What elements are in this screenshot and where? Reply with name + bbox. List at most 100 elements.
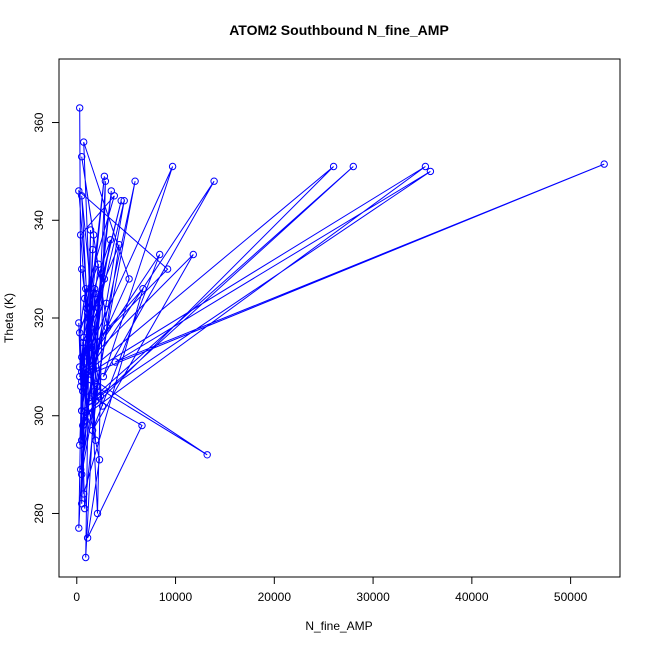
data-point xyxy=(110,192,119,200)
data-point xyxy=(76,329,84,337)
data-point xyxy=(203,451,211,459)
data-point xyxy=(139,285,147,293)
data-point xyxy=(88,245,97,254)
data-point xyxy=(79,387,87,395)
data-point xyxy=(84,314,93,322)
data-point xyxy=(95,456,104,464)
data-point xyxy=(82,407,90,415)
data-point xyxy=(83,309,92,317)
series-line xyxy=(78,107,605,558)
data-point xyxy=(78,368,86,376)
data-point xyxy=(100,172,109,181)
data-point xyxy=(80,490,88,498)
data-point xyxy=(100,275,109,283)
data-point xyxy=(77,465,85,474)
data-point xyxy=(156,250,164,259)
data-point xyxy=(82,553,90,562)
data-point xyxy=(138,421,146,430)
data-point xyxy=(80,138,88,146)
data-point xyxy=(83,304,91,312)
data-point xyxy=(98,402,107,410)
data-point xyxy=(77,382,85,391)
data-point xyxy=(111,358,120,366)
series-layer xyxy=(75,104,608,562)
data-point xyxy=(93,382,102,391)
data-point xyxy=(168,162,177,171)
data-point xyxy=(96,392,105,400)
data-point xyxy=(131,177,139,185)
data-point xyxy=(75,187,83,195)
y-tick-label: 280 xyxy=(32,503,46,523)
x-tick-label: 50000 xyxy=(554,590,588,604)
x-tick-label: 10000 xyxy=(159,590,193,604)
data-point xyxy=(78,407,86,415)
data-point xyxy=(600,160,608,168)
x-tick-label: 40000 xyxy=(455,590,489,604)
data-point xyxy=(81,504,89,513)
data-point xyxy=(76,104,84,112)
data-point xyxy=(91,289,100,298)
y-tick-label: 340 xyxy=(32,210,46,230)
data-point xyxy=(210,177,218,185)
data-point xyxy=(88,426,97,435)
y-axis-label: Theta (K) xyxy=(2,293,16,343)
y-tick-label: 320 xyxy=(32,308,46,328)
data-point xyxy=(89,289,98,298)
data-point xyxy=(94,304,103,312)
data-point xyxy=(189,250,198,259)
x-tick-label: 20000 xyxy=(258,590,292,604)
data-point xyxy=(77,231,85,239)
data-point xyxy=(78,265,86,273)
x-tick-label: 30000 xyxy=(356,590,390,604)
data-point xyxy=(82,285,90,293)
data-point xyxy=(117,197,125,205)
data-point xyxy=(94,260,103,268)
data-point xyxy=(76,372,84,381)
data-point xyxy=(93,509,102,518)
y-tick-label: 360 xyxy=(32,112,46,132)
data-point xyxy=(102,299,111,307)
data-point xyxy=(426,167,435,176)
data-point xyxy=(125,275,133,283)
data-point xyxy=(78,153,86,161)
data-point xyxy=(80,372,88,381)
data-point xyxy=(115,241,123,249)
data-point xyxy=(99,372,108,381)
data-point xyxy=(80,333,88,342)
data-point xyxy=(89,231,98,239)
x-tick-label: 0 xyxy=(73,590,80,604)
data-point xyxy=(78,353,86,361)
data-point xyxy=(106,236,115,244)
data-point xyxy=(76,441,84,449)
x-axis-label: N_fine_AMP xyxy=(305,619,372,633)
data-point xyxy=(78,470,86,479)
data-point xyxy=(78,436,86,444)
y-tick-label: 300 xyxy=(32,405,46,425)
data-point xyxy=(88,363,97,371)
data-point xyxy=(103,324,112,332)
data-point xyxy=(82,416,90,425)
data-point xyxy=(421,162,430,171)
data-point xyxy=(101,177,110,185)
data-point xyxy=(83,534,92,542)
data-point xyxy=(81,294,89,303)
chart-title: ATOM2 Southbound N_fine_AMP xyxy=(229,22,449,38)
data-point xyxy=(79,338,87,347)
data-point xyxy=(86,343,95,351)
data-point xyxy=(78,377,86,386)
data-point xyxy=(85,397,94,405)
data-point xyxy=(75,319,83,327)
data-point xyxy=(83,358,91,366)
x-axis: 0 10000 20000 30000 40000 50000 xyxy=(73,576,588,604)
data-point xyxy=(86,324,95,332)
data-point xyxy=(163,265,172,273)
data-point xyxy=(91,436,100,444)
data-point xyxy=(90,285,99,293)
data-point xyxy=(329,162,338,171)
data-point xyxy=(349,162,357,171)
y-axis: 280 300 320 340 360 xyxy=(32,112,60,523)
data-point xyxy=(76,363,84,371)
data-point xyxy=(83,348,91,356)
data-point xyxy=(120,197,128,205)
